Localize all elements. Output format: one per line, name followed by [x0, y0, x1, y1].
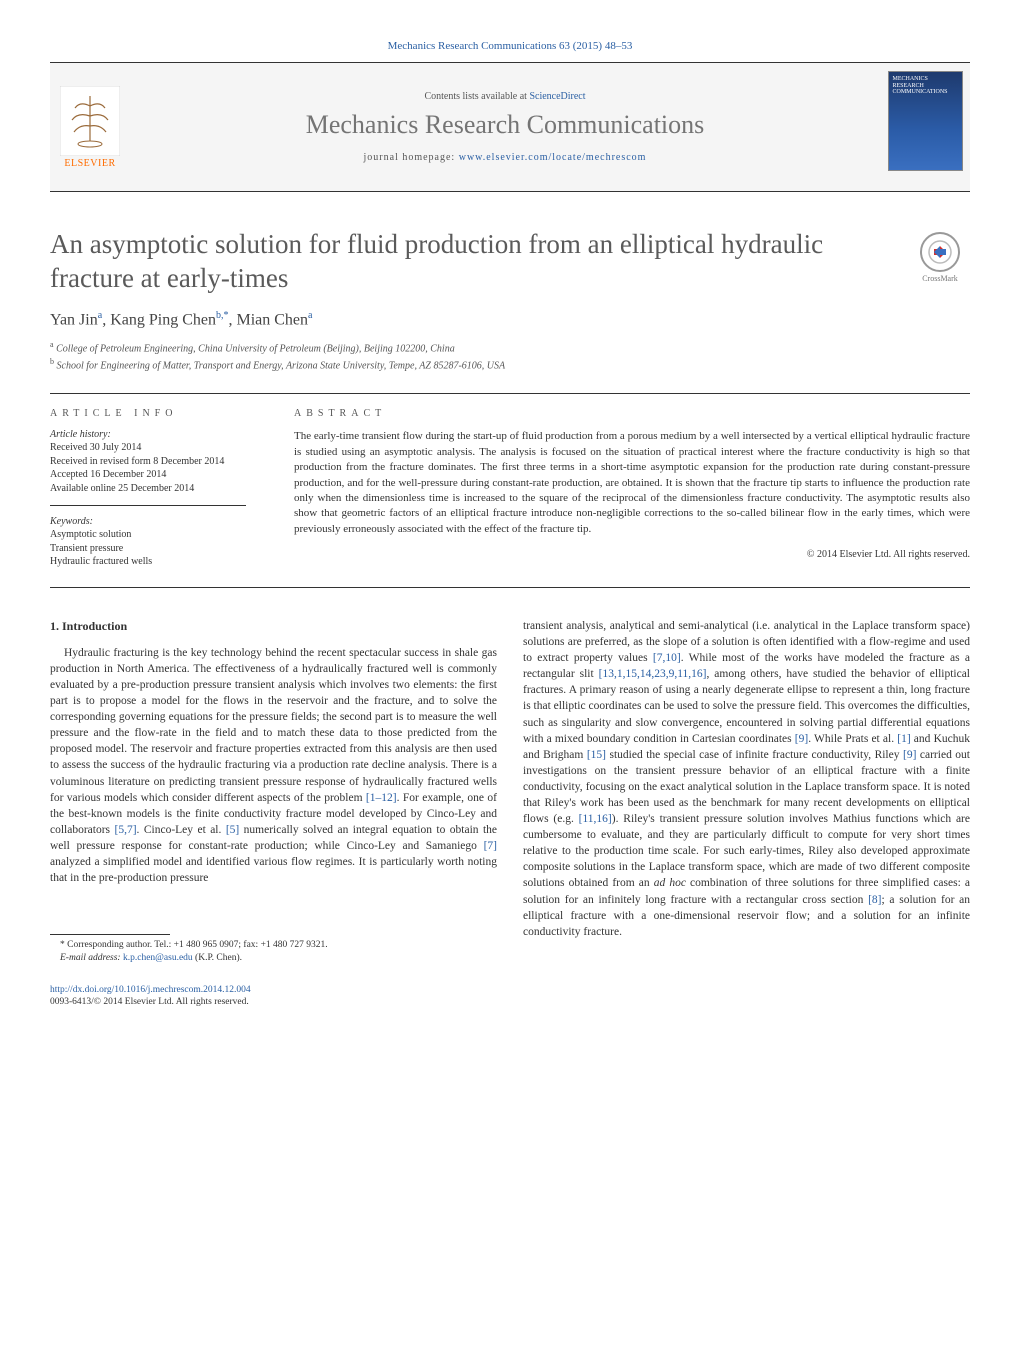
ref-link[interactable]: [5,7]	[114, 824, 136, 836]
corresponding-author-footnote: * Corresponding author. Tel.: +1 480 965…	[50, 939, 497, 964]
ref-link[interactable]: [9]	[903, 749, 916, 761]
ref-link[interactable]: [7,10]	[653, 652, 681, 664]
abstract-text: The early-time transient flow during the…	[294, 429, 970, 537]
ref-link[interactable]: [1–12]	[366, 792, 397, 804]
history-item: Available online 25 December 2014	[50, 482, 246, 496]
history-label: Article history:	[50, 429, 246, 440]
title-row: An asymptotic solution for fluid product…	[50, 228, 970, 296]
crossmark-label: CrossMark	[922, 274, 958, 283]
article-info-column: ARTICLE INFO Article history: Received 3…	[50, 408, 270, 569]
ref-link[interactable]: [8]	[868, 894, 881, 906]
corr-author-line: * Corresponding author. Tel.: +1 480 965…	[50, 939, 497, 951]
keyword: Hydraulic fractured wells	[50, 555, 246, 569]
contents-prefix: Contents lists available at	[424, 91, 529, 102]
body-paragraph: Hydraulic fracturing is the key technolo…	[50, 645, 497, 886]
abstract-heading: ABSTRACT	[294, 408, 970, 419]
article-history: Article history: Received 30 July 2014 R…	[50, 429, 246, 506]
ref-link[interactable]: [11,16]	[579, 813, 612, 825]
keywords-block: Keywords: Asymptotic solution Transient …	[50, 516, 246, 569]
history-item: Received 30 July 2014	[50, 441, 246, 455]
journal-homepage: journal homepage: www.elsevier.com/locat…	[364, 152, 647, 163]
email-line: E-mail address: k.p.chen@asu.edu (K.P. C…	[50, 952, 497, 964]
email-link[interactable]: k.p.chen@asu.edu	[123, 953, 193, 963]
affiliation: a College of Petroleum Engineering, Chin…	[50, 339, 970, 356]
footer-block: http://dx.doi.org/10.1016/j.mechrescom.2…	[50, 984, 497, 1009]
keyword: Asymptotic solution	[50, 528, 246, 542]
body-column-left: 1. Introduction Hydraulic fracturing is …	[50, 618, 497, 1009]
section-heading: 1. Introduction	[50, 618, 497, 635]
journal-cover[interactable]: MECHANICS RESEARCH COMMUNICATIONS	[880, 63, 970, 191]
affiliations: a College of Petroleum Engineering, Chin…	[50, 339, 970, 374]
elsevier-label: ELSEVIER	[64, 158, 115, 169]
page: Mechanics Research Communications 63 (20…	[0, 0, 1020, 1039]
ref-link[interactable]: [5]	[226, 824, 239, 836]
doi-link[interactable]: http://dx.doi.org/10.1016/j.mechrescom.2…	[50, 985, 251, 995]
history-item: Accepted 16 December 2014	[50, 468, 246, 482]
elsevier-logo[interactable]: ELSEVIER	[50, 63, 130, 191]
crossmark-icon	[920, 232, 960, 272]
footer-copyright: 0093-6413/© 2014 Elsevier Ltd. All right…	[50, 996, 497, 1008]
ref-link[interactable]: [13,1,15,14,23,9,11,16]	[599, 668, 707, 680]
ref-link[interactable]: [9]	[795, 733, 808, 745]
ref-link[interactable]: [1]	[897, 733, 910, 745]
journal-banner: ELSEVIER Contents lists available at Sci…	[50, 62, 970, 192]
cover-label: MECHANICS RESEARCH COMMUNICATIONS	[893, 76, 958, 96]
article-info-heading: ARTICLE INFO	[50, 408, 246, 419]
body-columns: 1. Introduction Hydraulic fracturing is …	[50, 618, 970, 1009]
body-column-right: transient analysis, analytical and semi-…	[523, 618, 970, 1009]
journal-name: Mechanics Research Communications	[306, 110, 705, 140]
affil-text: School for Engineering of Matter, Transp…	[57, 360, 506, 371]
info-abstract-block: ARTICLE INFO Article history: Received 3…	[50, 393, 970, 588]
affiliation: b School for Engineering of Matter, Tran…	[50, 356, 970, 373]
elsevier-tree-icon	[60, 86, 120, 156]
keyword: Transient pressure	[50, 542, 246, 556]
contents-available: Contents lists available at ScienceDirec…	[424, 91, 585, 102]
cover-image: MECHANICS RESEARCH COMMUNICATIONS	[888, 71, 963, 171]
affil-sup: b	[50, 357, 54, 366]
homepage-label: journal homepage:	[364, 152, 459, 163]
sciencedirect-link[interactable]: ScienceDirect	[529, 91, 585, 102]
history-item: Received in revised form 8 December 2014	[50, 455, 246, 469]
abstract-column: ABSTRACT The early-time transient flow d…	[270, 408, 970, 569]
body-paragraph: transient analysis, analytical and semi-…	[523, 618, 970, 940]
article-title: An asymptotic solution for fluid product…	[50, 228, 890, 296]
ref-link[interactable]: [15]	[587, 749, 606, 761]
ref-link[interactable]: [7]	[484, 840, 497, 852]
abstract-copyright: © 2014 Elsevier Ltd. All rights reserved…	[294, 549, 970, 560]
crossmark-badge[interactable]: CrossMark	[910, 232, 970, 283]
authors: Yan Jina, Kang Ping Chenb,*, Mian Chena	[50, 310, 970, 329]
footnote-separator	[50, 934, 170, 935]
affil-sup: a	[50, 340, 54, 349]
homepage-link[interactable]: www.elsevier.com/locate/mechrescom	[459, 152, 647, 163]
affil-text: College of Petroleum Engineering, China …	[56, 343, 455, 354]
banner-center: Contents lists available at ScienceDirec…	[130, 63, 880, 191]
keywords-label: Keywords:	[50, 516, 246, 527]
header-citation: Mechanics Research Communications 63 (20…	[50, 40, 970, 52]
